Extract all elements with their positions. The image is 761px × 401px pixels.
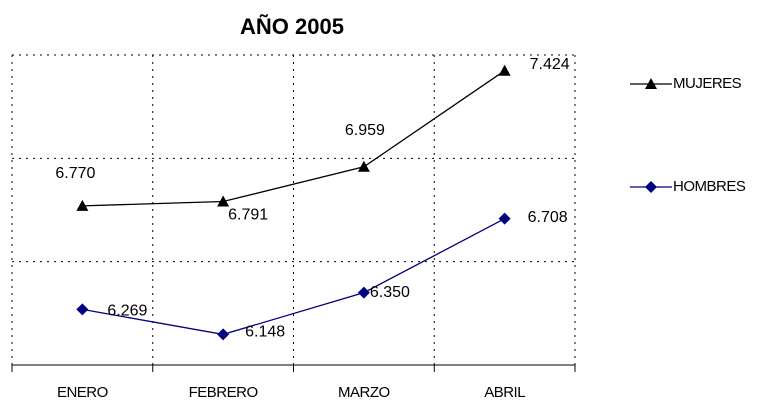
x-tick-label: ABRIL [484,384,525,401]
series-line [82,218,505,336]
data-label: 6.350 [370,284,410,301]
data-label: 6.770 [55,165,95,182]
marker-diamond [357,286,370,299]
x-tick-label: MARZO [338,384,390,401]
legend-marker [645,78,657,89]
data-label: 7.424 [530,56,570,73]
legend-label: HOMBRES [673,178,746,195]
data-label: 6.708 [528,209,568,226]
data-label: 6.959 [345,122,385,139]
series-line [82,70,505,207]
data-label: 6.791 [228,207,268,224]
marker-triangle [498,64,511,76]
legend-marker [645,181,657,193]
x-tick-label: ENERO [57,384,108,401]
marker-triangle [357,160,370,172]
marker-diamond [498,212,511,225]
chart-title: AÑO 2005 [240,14,344,39]
marker-diamond [76,303,89,316]
marker-triangle [76,199,89,211]
x-tick-label: FEBRERO [189,384,258,401]
data-label: 6.148 [245,324,285,341]
marker-triangle [217,195,230,207]
legend-label: MUJERES [673,75,742,92]
data-label: 6.269 [107,303,147,320]
marker-diamond [217,328,230,341]
